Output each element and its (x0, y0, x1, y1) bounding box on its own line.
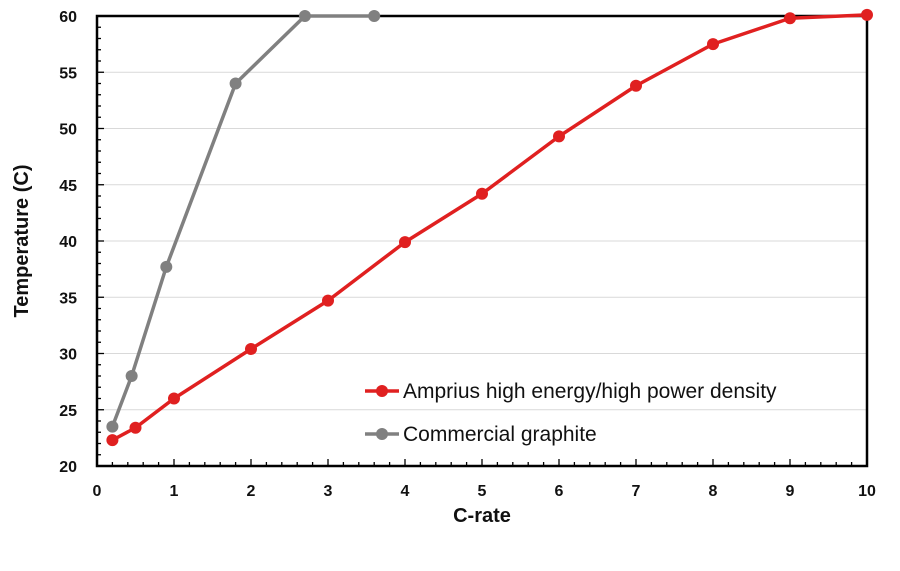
y-tick-label: 60 (59, 9, 77, 26)
plot-frame (95, 14, 869, 468)
legend-entry-graphite: Commercial graphite (365, 423, 597, 446)
legend-label-amprius: Amprius high energy/high power density (403, 380, 777, 403)
gridlines (97, 71, 867, 411)
x-tick-label: 5 (478, 483, 487, 500)
series-line-0 (111, 13, 868, 442)
x-tick-label: 0 (93, 483, 102, 500)
series-0 (106, 8, 873, 447)
x-tick-label: 1 (170, 483, 179, 500)
y-tick-label: 20 (59, 459, 77, 476)
x-axis-tick-labels: 0 1 2 3 4 5 6 7 8 9 10 (93, 483, 876, 500)
data-point (322, 294, 334, 307)
data-point (106, 420, 119, 433)
x-axis-title: C-rate (453, 505, 511, 527)
series-1 (106, 10, 381, 433)
y-tick-label: 50 (59, 122, 77, 139)
x-tick-label: 3 (324, 483, 333, 500)
data-point (168, 392, 180, 405)
data-point (553, 130, 565, 143)
legend-label-graphite: Commercial graphite (403, 423, 597, 446)
x-tick-label: 9 (786, 483, 795, 500)
data-point (784, 12, 796, 25)
data-point (861, 8, 873, 21)
data-point (368, 10, 381, 22)
data-point (125, 370, 138, 382)
legend: Amprius high energy/high power density C… (365, 380, 777, 446)
y-tick-label: 45 (59, 178, 77, 195)
data-point (476, 187, 488, 200)
x-tick-label: 6 (555, 483, 564, 500)
x-tick-label: 8 (709, 483, 718, 500)
data-point (630, 79, 642, 92)
data-point (129, 421, 142, 434)
y-tick-label: 55 (59, 65, 77, 82)
legend-entry-amprius: Amprius high energy/high power density (365, 380, 777, 403)
legend-marker-amprius (376, 385, 388, 397)
data-point (229, 77, 242, 90)
x-tick-label: 4 (401, 483, 410, 500)
data-point (106, 434, 119, 447)
legend-marker-graphite (376, 428, 388, 440)
data-point (399, 236, 411, 249)
data-point (245, 343, 257, 355)
y-tick-label: 25 (59, 403, 77, 420)
data-point (160, 260, 173, 273)
y-axis-tick-labels: 20 25 30 35 40 45 50 55 60 (59, 9, 77, 476)
series-line-1 (110, 14, 375, 428)
y-tick-label: 30 (59, 347, 77, 364)
y-axis-title: Temperature (C) (11, 165, 33, 318)
data-point (707, 38, 719, 51)
series-lines (106, 8, 873, 447)
x-tick-label: 7 (632, 483, 641, 500)
y-tick-label: 40 (59, 234, 77, 251)
x-tick-label: 2 (247, 483, 256, 500)
x-tick-label: 10 (858, 483, 876, 500)
y-tick-label: 35 (59, 290, 77, 307)
data-point (298, 10, 311, 22)
